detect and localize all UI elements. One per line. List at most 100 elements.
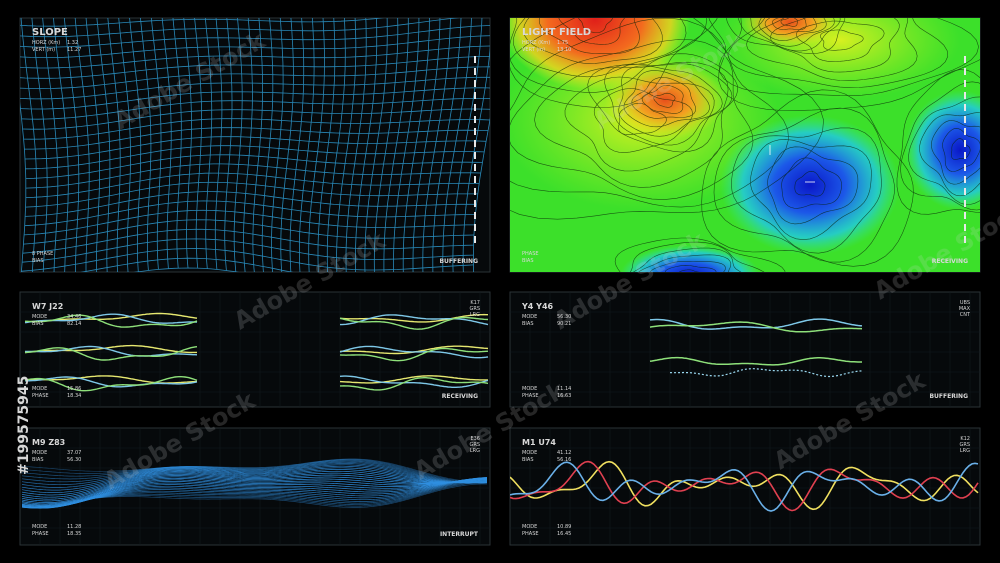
foot-value: 15.86 <box>67 386 81 392</box>
mesh-line <box>22 228 474 254</box>
contour-line <box>510 18 789 208</box>
wireframe <box>20 18 490 272</box>
readout-value: 90.21 <box>557 321 571 327</box>
contour-line <box>746 18 918 82</box>
panel-frame <box>509 291 981 408</box>
panel-grid <box>510 292 980 407</box>
foot-value: 11.14 <box>557 386 571 392</box>
signal-set <box>510 460 979 512</box>
contour-line <box>629 241 765 272</box>
contour-line <box>931 120 980 185</box>
wave-line <box>21 458 487 483</box>
mesh-line <box>24 200 476 227</box>
foot-label: MODE <box>522 386 537 392</box>
signal-line <box>340 314 489 326</box>
mesh-line <box>25 191 477 217</box>
map-blob <box>720 115 900 255</box>
contour-line <box>593 88 693 153</box>
mesh-line <box>20 35 490 58</box>
side-label: GRS <box>959 442 970 448</box>
contour-line <box>750 139 872 241</box>
panel-grid <box>20 292 490 407</box>
mesh-line <box>25 172 480 198</box>
wave-line <box>21 467 488 496</box>
wave-line <box>21 473 488 505</box>
mesh-line <box>25 145 485 170</box>
stock-id: #199575945 <box>16 376 32 475</box>
signal-line <box>25 345 198 357</box>
contour-line <box>618 65 723 137</box>
panel-frame <box>19 17 491 273</box>
contour-line <box>728 18 949 89</box>
contour-line <box>664 264 717 272</box>
wave-line <box>21 460 488 484</box>
readout-value: 34.46 <box>67 314 81 320</box>
foot-label: PHASE <box>32 393 49 399</box>
map-blob <box>740 18 840 47</box>
readout-label: MODE <box>522 314 537 320</box>
foot-label: BIAS <box>522 258 534 264</box>
contour-line <box>510 18 824 220</box>
contour-line <box>781 157 842 209</box>
status-label: INTERRUPT <box>440 531 479 538</box>
readout-label: HORZ (Km) <box>522 40 550 46</box>
foot-label: PHASE <box>522 393 539 399</box>
wave-line <box>21 477 488 508</box>
signal-line <box>669 368 863 378</box>
foot-value: 11.28 <box>67 524 81 530</box>
contour-line <box>772 18 807 31</box>
wave-line <box>21 459 487 484</box>
side-label: LRG <box>470 448 480 454</box>
signal-set <box>649 318 863 378</box>
foot-label: PHASE <box>32 531 49 537</box>
panel-title: SLOPE <box>32 27 68 38</box>
contour-line <box>623 70 710 128</box>
contour-line <box>919 112 980 197</box>
contour-line <box>578 18 613 33</box>
mesh-line <box>23 219 475 245</box>
side-label: GRS <box>469 442 480 448</box>
mesh-line <box>20 66 490 89</box>
readout-label: MODE <box>522 450 537 456</box>
contour-line <box>731 127 882 254</box>
side-label: K12 <box>960 436 970 442</box>
readout-value: 56.30 <box>557 314 571 320</box>
mesh-line <box>21 248 474 272</box>
signal-line <box>24 346 198 361</box>
contour-line <box>701 89 914 267</box>
contour-line <box>764 18 817 35</box>
contour-line <box>900 81 980 211</box>
contour-line <box>631 77 697 119</box>
map-blob <box>905 90 980 210</box>
panel-grid <box>510 428 980 545</box>
signal-line <box>340 377 489 391</box>
side-label: LRG <box>470 312 480 318</box>
readout-value: 11.27 <box>67 47 81 53</box>
contour-line <box>587 53 739 153</box>
signal-line <box>510 461 979 512</box>
signal-line <box>25 314 198 328</box>
readout-label: BIAS <box>32 321 44 327</box>
mesh-line <box>24 127 489 150</box>
foot-label: MODE <box>32 386 47 392</box>
readout-value: 82.14 <box>67 321 81 327</box>
status-label: BUFFERING <box>929 393 968 400</box>
contour-line <box>564 76 715 172</box>
mesh-line <box>25 163 481 189</box>
contour-line <box>758 18 827 41</box>
contour-line <box>510 18 708 93</box>
wave-line <box>21 458 488 483</box>
readout-value: 56.16 <box>557 457 571 463</box>
mesh-line <box>20 45 490 69</box>
mesh-line <box>23 118 490 140</box>
foot-label: PHASE <box>522 531 539 537</box>
panel-title: LIGHT FIELD <box>522 27 591 38</box>
contour-line <box>770 18 900 73</box>
readout-value: 1.32 <box>67 40 78 46</box>
mesh-line <box>24 209 475 236</box>
contour-line <box>780 18 798 27</box>
status-label: RECEIVING <box>442 393 478 400</box>
status-label: BUFFERING <box>439 258 478 265</box>
wave-line <box>21 464 488 491</box>
